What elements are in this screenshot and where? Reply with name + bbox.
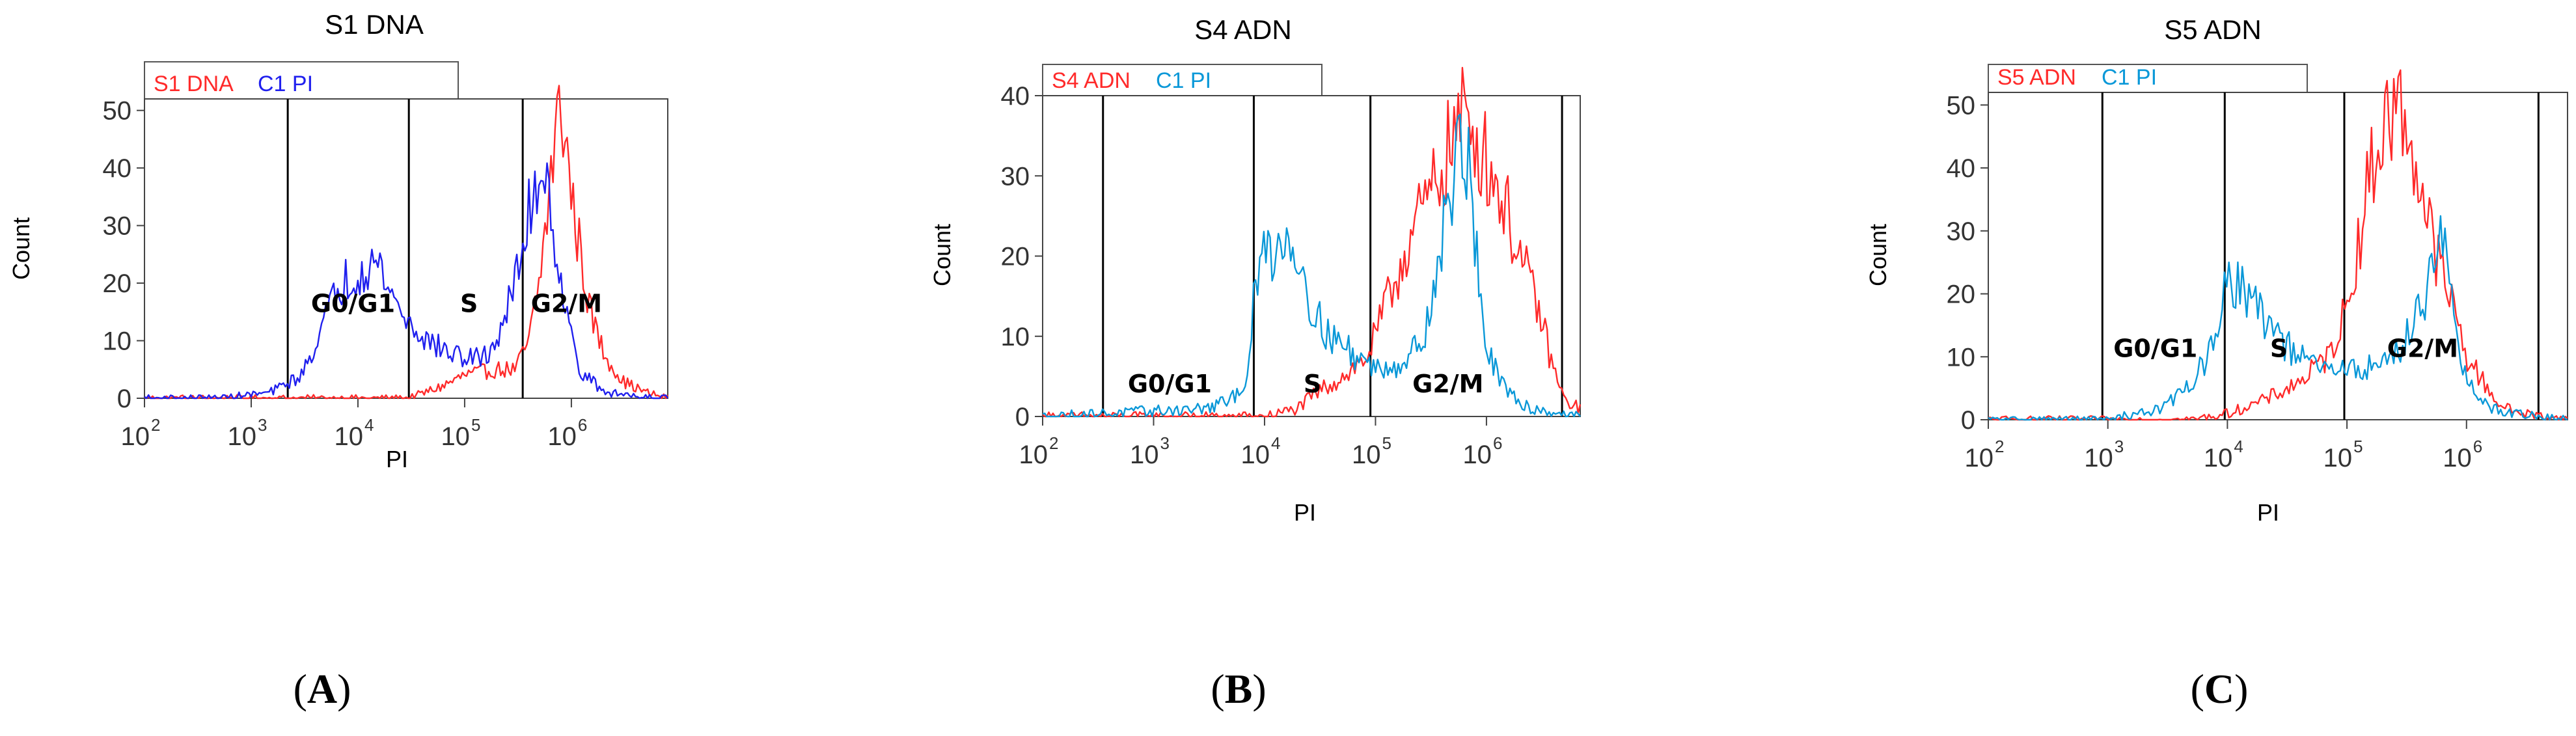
panel-letter-bold: C	[2204, 666, 2234, 712]
x-tick-exponent: 6	[2473, 437, 2482, 456]
legend-entry: C1 PI	[1156, 68, 1211, 93]
panel-letter: (B)	[1211, 666, 1266, 712]
x-tick-exponent: 3	[2115, 437, 2124, 456]
region-label: G0/G1	[2113, 334, 2197, 362]
x-tick-exponent: 2	[1995, 437, 2004, 456]
x-tick-label: 102	[121, 415, 161, 451]
x-tick-label: 105	[1352, 433, 1391, 469]
y-tick-label: 30	[103, 212, 132, 241]
plot-frame	[1042, 95, 1581, 417]
panel-letter: (A)	[294, 666, 351, 712]
x-tick-exponent: 6	[1493, 433, 1502, 453]
x-tick-label: 102	[1965, 437, 2005, 472]
x-tick-label: 103	[227, 415, 267, 451]
panel-title: S4 ADN	[1194, 14, 1291, 45]
x-tick-exponent: 5	[1382, 433, 1391, 453]
x-tick-label: 104	[2204, 437, 2243, 472]
y-tick-label: 0	[117, 385, 131, 413]
y-tick-label: 30	[1947, 217, 1976, 246]
series-line	[1042, 113, 1581, 418]
x-tick-exponent: 4	[2234, 437, 2243, 456]
y-tick-label: 30	[1001, 162, 1030, 191]
panel-a: S1 DNA S1 DNA C1 PI 0 10 20 30 40 50 102 103 104 105…	[8, 9, 669, 712]
x-tick-exponent: 2	[1049, 433, 1058, 453]
panel-letter: (C)	[2191, 666, 2249, 712]
series-line	[1988, 69, 2568, 421]
y-tick-label: 20	[103, 269, 132, 298]
y-tick-label: 0	[1015, 403, 1030, 431]
x-tick-label: 106	[1462, 433, 1502, 469]
legend-entry: S1 DNA	[154, 72, 234, 96]
x-tick-exponent: 3	[258, 415, 267, 435]
legend-entry: S5 ADN	[1997, 65, 2076, 90]
series-line	[1988, 215, 2568, 421]
plot-frame	[144, 98, 668, 399]
x-tick-label: 104	[1240, 433, 1280, 469]
region-label: S	[2270, 334, 2288, 362]
panel-title: S1 DNA	[325, 9, 424, 40]
x-tick-exponent: 4	[364, 415, 374, 435]
y-tick-label: 40	[1947, 154, 1976, 183]
region-label: G2/M	[531, 289, 602, 318]
region-label: G2/M	[1412, 370, 1483, 398]
region-label: S	[1304, 370, 1321, 398]
y-tick-label: 50	[1947, 91, 1976, 120]
x-tick-exponent: 2	[151, 415, 160, 435]
legend-entry: S4 ADN	[1052, 68, 1130, 93]
series-line	[144, 85, 669, 400]
legend-box	[1988, 64, 2308, 93]
region-label: S	[460, 289, 478, 318]
panel-c: S5 ADN S5 ADN C1 PI 0 10 20 30 40 50 102 103 104 105…	[1865, 14, 2568, 712]
x-tick-exponent: 5	[2353, 437, 2363, 456]
x-tick-label: 103	[2084, 437, 2124, 472]
legend-entry: C1 PI	[2102, 65, 2157, 90]
y-tick-label: 10	[103, 327, 132, 356]
y-tick-label: 0	[1961, 406, 1975, 435]
y-tick-label: 40	[103, 154, 132, 183]
x-tick-exponent: 4	[1271, 433, 1280, 453]
panel-b: S4 ADN S4 ADN C1 PI 0 10 20 30 40 102 103 104 105 10…	[929, 14, 1582, 712]
x-axis-label: PI	[2257, 499, 2279, 526]
y-tick-label: 10	[1947, 343, 1976, 372]
y-axis-label: Count	[929, 224, 955, 286]
panel-letter-bold: A	[307, 666, 337, 712]
x-tick-label: 102	[1019, 433, 1059, 469]
legend-box	[1042, 64, 1322, 96]
y-tick-label: 20	[1947, 280, 1976, 309]
x-tick-label: 104	[334, 415, 374, 451]
x-tick-label: 105	[2323, 437, 2363, 472]
plot-frame	[1988, 92, 2568, 420]
series-line	[1042, 66, 1582, 418]
panel-title: S5 ADN	[2164, 14, 2261, 45]
x-tick-exponent: 6	[578, 415, 587, 435]
x-tick-label: 106	[547, 415, 587, 451]
y-tick-label: 40	[1001, 82, 1030, 111]
legend-box	[144, 61, 459, 100]
y-axis-label: Count	[1865, 224, 1891, 286]
region-label: G0/G1	[1128, 370, 1212, 398]
x-tick-label: 106	[2443, 437, 2482, 472]
panel-letter-bold: B	[1225, 666, 1253, 712]
region-label: G2/M	[2387, 334, 2458, 362]
x-tick-exponent: 5	[471, 415, 480, 435]
x-tick-exponent: 3	[1160, 433, 1169, 453]
y-tick-label: 20	[1001, 243, 1030, 271]
y-axis-label: Count	[8, 217, 34, 280]
series-line	[144, 162, 669, 400]
x-axis-label: PI	[386, 446, 408, 472]
y-tick-label: 50	[103, 97, 132, 126]
x-axis-label: PI	[1294, 499, 1316, 526]
region-label: G0/G1	[311, 289, 395, 318]
x-tick-label: 103	[1130, 433, 1170, 469]
x-tick-label: 105	[441, 415, 480, 451]
legend-entry: C1 PI	[258, 72, 313, 96]
y-tick-label: 10	[1001, 323, 1030, 351]
